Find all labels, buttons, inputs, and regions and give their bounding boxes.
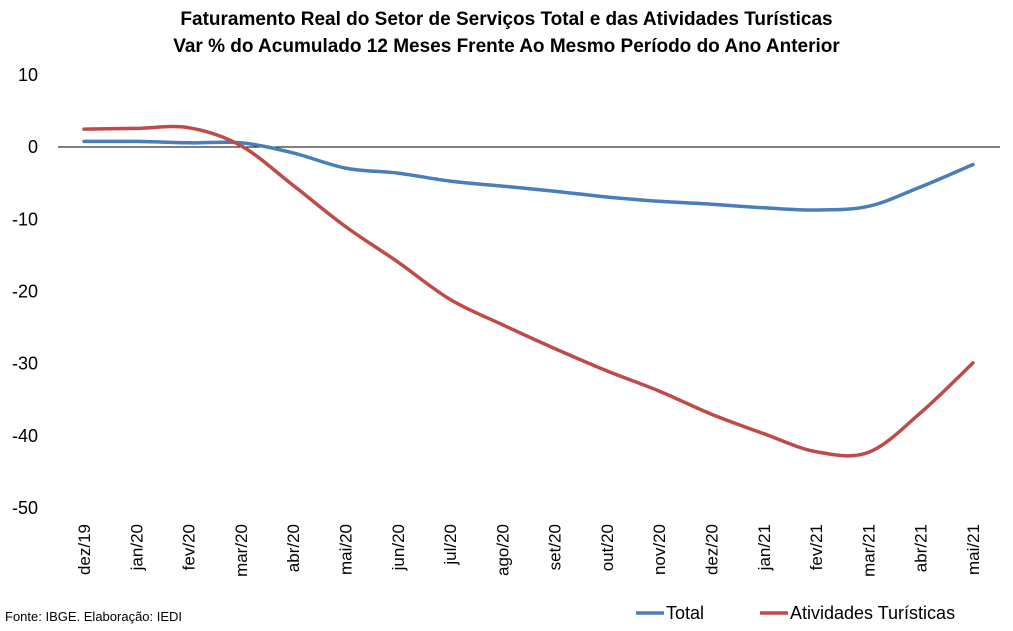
y-tick-label: 10 bbox=[18, 65, 38, 85]
y-tick-label: -40 bbox=[12, 426, 38, 446]
series-line-total bbox=[82, 139, 975, 212]
chart-subtitle: Var % do Acumulado 12 Meses Frente Ao Me… bbox=[173, 36, 840, 57]
x-axis: dez/19 jan/20 fev/20 mar/20 abr/20 mai/20 jun/… bbox=[75, 524, 983, 577]
source-note: Fonte: IBGE. Elaboração: IEDI bbox=[5, 609, 183, 624]
x-tick-label: fev/21 bbox=[807, 524, 826, 570]
series-line-atividades-turisticas bbox=[82, 124, 975, 458]
x-tick-label: dez/20 bbox=[703, 524, 722, 575]
y-tick-label: -30 bbox=[12, 354, 38, 374]
x-tick-label: out/20 bbox=[598, 524, 617, 571]
x-tick-label: ago/20 bbox=[493, 524, 512, 576]
legend-label-atividades-turisticas: Atividades Turísticas bbox=[790, 603, 955, 623]
legend: Total Atividades Turísticas bbox=[636, 603, 955, 623]
y-tick-label: -50 bbox=[12, 498, 38, 518]
x-tick-label: mai/21 bbox=[964, 524, 983, 575]
y-tick-label: 0 bbox=[28, 137, 38, 157]
y-tick-label: -20 bbox=[12, 282, 38, 302]
y-tick-label: -10 bbox=[12, 209, 38, 229]
x-tick-label: mar/21 bbox=[859, 524, 878, 577]
x-tick-label: jul/20 bbox=[441, 524, 460, 566]
x-tick-label: dez/19 bbox=[75, 524, 94, 575]
plot-series bbox=[82, 124, 975, 458]
x-tick-label: jan/20 bbox=[127, 524, 146, 571]
x-tick-label: mai/20 bbox=[336, 524, 355, 575]
x-tick-label: set/20 bbox=[546, 524, 565, 570]
y-axis: 10 0 -10 -20 -30 -40 -50 bbox=[12, 65, 38, 518]
x-tick-label: jun/20 bbox=[389, 524, 408, 571]
x-tick-label: abr/20 bbox=[284, 524, 303, 572]
x-tick-label: mar/20 bbox=[232, 524, 251, 577]
x-tick-label: jan/21 bbox=[755, 524, 774, 571]
chart-title-block: Faturamento Real do Setor de Serviços To… bbox=[0, 6, 1013, 60]
chart-title: Faturamento Real do Setor de Serviços To… bbox=[180, 9, 833, 30]
x-tick-label: abr/21 bbox=[912, 524, 931, 572]
x-tick-label: fev/20 bbox=[180, 524, 199, 570]
x-tick-label: nov/20 bbox=[650, 524, 669, 575]
legend-label-total: Total bbox=[666, 603, 704, 623]
